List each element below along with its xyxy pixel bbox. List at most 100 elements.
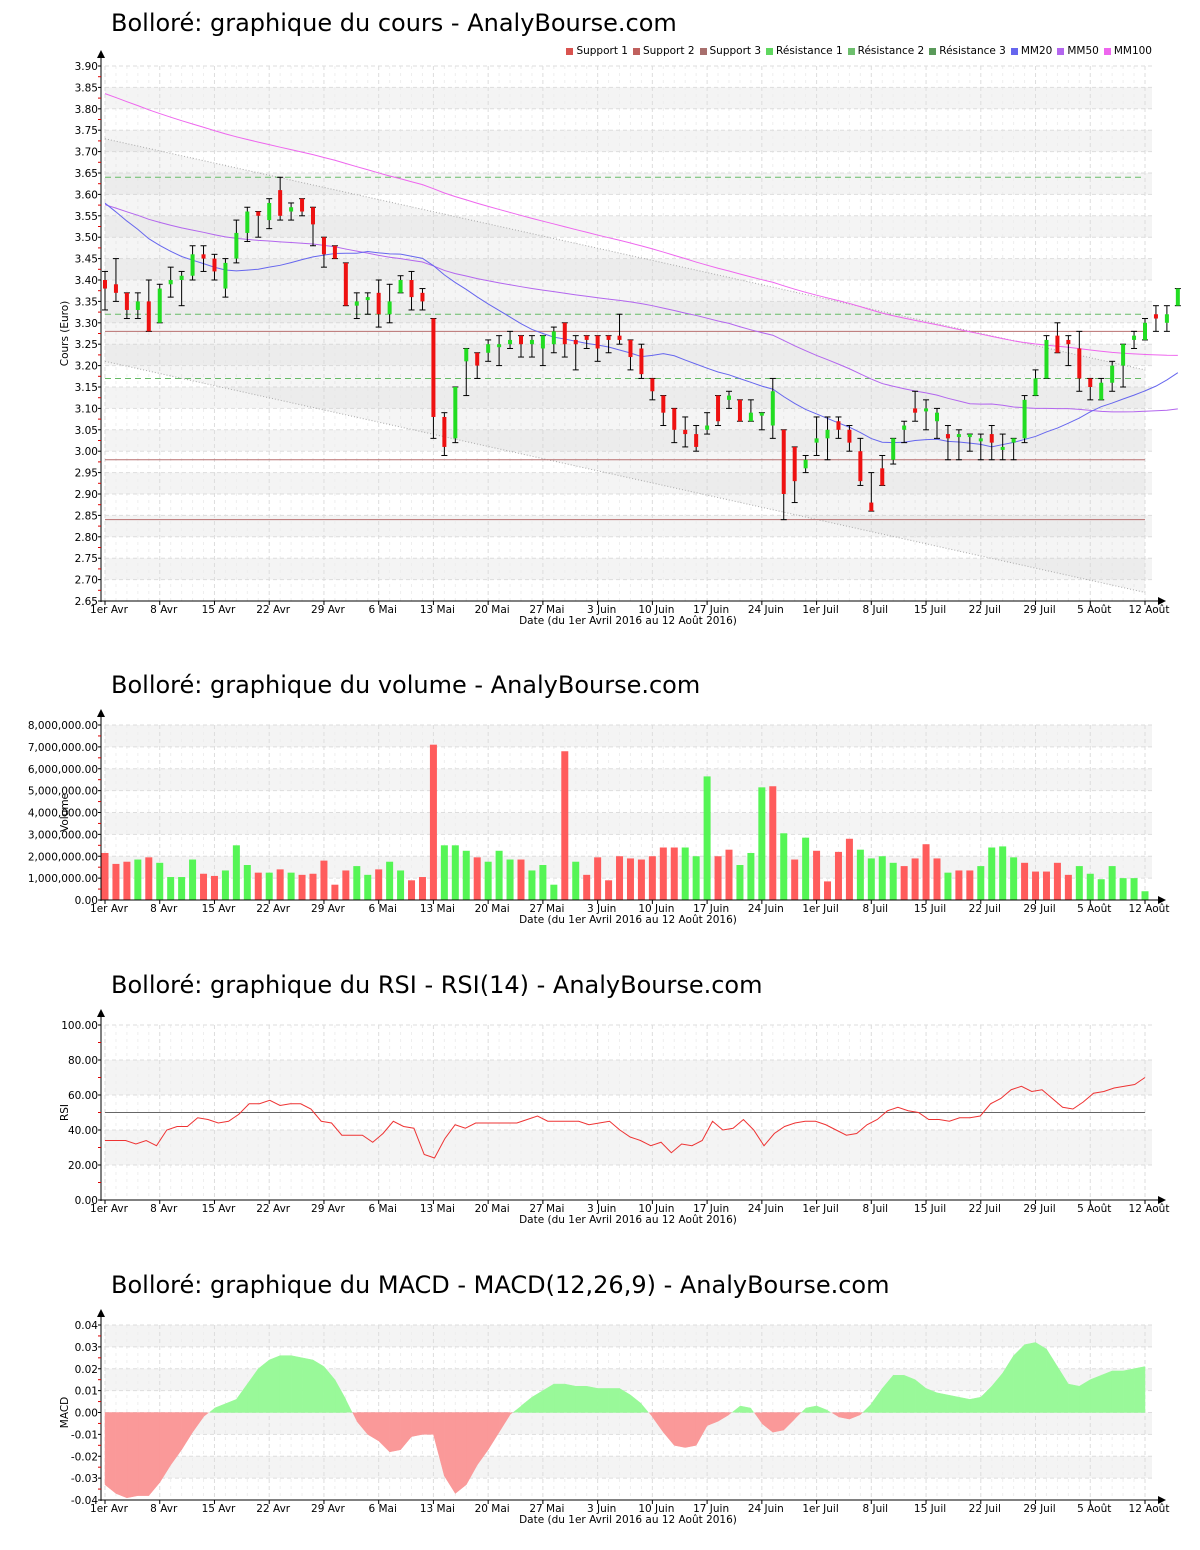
rsi-line — [105, 1077, 1146, 1159]
svg-text:6 Mai: 6 Mai — [368, 1203, 396, 1215]
legend-item: Support 3 — [699, 45, 761, 57]
rsi-plot: 0.00 20.00 40.00 60.00 80.00 100.00 1er Avr 8 A… — [59, 1009, 1169, 1226]
volume-bar — [298, 874, 306, 900]
legend-item: MM20 — [1010, 45, 1052, 57]
svg-text:8 Avr: 8 Avr — [150, 1203, 178, 1215]
price-chart-legend: Support 1 Support 2 Support 3 Résistance 1 R… — [566, 45, 1152, 57]
volume-bar — [681, 847, 689, 900]
svg-text:6 Mai: 6 Mai — [368, 604, 396, 616]
volume-bar — [1042, 871, 1050, 900]
candle — [419, 288, 426, 311]
svg-text:20 Mai: 20 Mai — [475, 1203, 510, 1215]
svg-text:24 Juin: 24 Juin — [748, 1503, 784, 1515]
volume-bar — [440, 845, 448, 900]
svg-text:29 Juil: 29 Juil — [1023, 604, 1055, 616]
svg-text:0.00: 0.00 — [75, 895, 98, 907]
legend-swatch — [929, 47, 937, 55]
candle — [966, 433, 973, 452]
svg-text:1er Juil: 1er Juil — [802, 604, 838, 616]
candle — [605, 335, 612, 354]
candle — [835, 416, 842, 439]
candle — [375, 279, 382, 328]
candle — [857, 437, 864, 486]
volume-bar — [561, 751, 569, 900]
svg-text:29 Avr: 29 Avr — [311, 903, 345, 915]
legend-label: Résistance 1 — [776, 45, 843, 57]
svg-text:3.25: 3.25 — [75, 339, 98, 351]
candle — [496, 335, 503, 367]
candle — [1131, 330, 1138, 349]
legend-label: MM100 — [1113, 45, 1152, 57]
svg-text:RSI: RSI — [59, 1104, 71, 1121]
svg-text:Date (du 1er Avril 2016 au 12: Date (du 1er Avril 2016 au 12 Août 2016) — [519, 1514, 737, 1526]
candle — [813, 416, 820, 456]
candle — [1120, 343, 1127, 388]
candle — [1098, 377, 1105, 401]
volume-bar — [364, 874, 372, 900]
svg-text:-0.04: -0.04 — [71, 1495, 98, 1507]
svg-text:3 Juin: 3 Juin — [587, 1203, 616, 1215]
svg-text:0.03: 0.03 — [75, 1342, 98, 1354]
candle — [934, 407, 940, 439]
volume-bar — [265, 872, 273, 900]
volume-bar — [856, 849, 864, 900]
candle — [868, 472, 875, 512]
candle — [1174, 288, 1181, 307]
candle — [572, 335, 579, 371]
candle — [616, 313, 623, 345]
svg-text:80.00: 80.00 — [68, 1055, 98, 1067]
volume-bar — [1010, 857, 1018, 900]
svg-text:29 Juil: 29 Juil — [1023, 1203, 1055, 1215]
svg-text:2.65: 2.65 — [75, 596, 98, 608]
svg-text:3 Juin: 3 Juin — [587, 1503, 616, 1515]
volume-bar — [517, 859, 525, 900]
legend-label: Résistance 2 — [857, 45, 925, 57]
svg-text:7,000,000.00: 7,000,000.00 — [28, 742, 98, 754]
volume-bar — [320, 860, 328, 900]
volume-bar — [451, 845, 459, 900]
svg-text:3,000,000.00: 3,000,000.00 — [28, 829, 98, 841]
svg-text:3.35: 3.35 — [75, 296, 98, 308]
legend-swatch — [1103, 47, 1111, 55]
svg-text:13 Mai: 13 Mai — [420, 1203, 455, 1215]
svg-text:MACD: MACD — [59, 1397, 71, 1428]
volume-bar — [101, 852, 109, 900]
legend-item: Support 1 — [566, 45, 628, 57]
svg-text:15 Juil: 15 Juil — [914, 1503, 946, 1515]
svg-text:22 Juil: 22 Juil — [969, 1203, 1001, 1215]
volume-bar — [484, 861, 492, 900]
svg-text:3 Juin: 3 Juin — [587, 903, 616, 915]
svg-text:15 Juil: 15 Juil — [914, 604, 946, 616]
svg-text:15 Avr: 15 Avr — [202, 1503, 236, 1515]
svg-text:22 Juil: 22 Juil — [969, 604, 1001, 616]
svg-text:22 Avr: 22 Avr — [256, 604, 290, 616]
candle — [386, 283, 393, 324]
volume-bar — [550, 884, 558, 900]
volume-bar — [331, 884, 339, 900]
volume-bar — [539, 865, 547, 900]
svg-text:15 Juil: 15 Juil — [914, 1203, 946, 1215]
candle — [507, 330, 514, 349]
svg-text:1er Juil: 1er Juil — [802, 903, 838, 915]
svg-text:3 Juin: 3 Juin — [587, 604, 616, 616]
candle — [649, 377, 656, 401]
candle — [200, 245, 207, 272]
svg-text:6 Mai: 6 Mai — [368, 903, 396, 915]
svg-text:3.60: 3.60 — [75, 189, 98, 201]
svg-text:27 Mai: 27 Mai — [529, 1503, 564, 1515]
candle — [944, 425, 951, 461]
candle — [134, 292, 141, 320]
volume-bar — [648, 856, 656, 900]
legend-item: Résistance 2 — [847, 45, 925, 57]
volume-bar — [834, 851, 842, 900]
svg-text:6 Mai: 6 Mai — [368, 1503, 396, 1515]
svg-text:20 Mai: 20 Mai — [475, 903, 510, 915]
candle — [189, 245, 196, 281]
volume-bar — [178, 877, 186, 900]
candle — [780, 429, 787, 521]
candle — [310, 206, 316, 247]
candle — [550, 326, 557, 354]
volume-bar — [922, 844, 930, 900]
svg-text:Cours (Euro): Cours (Euro) — [59, 301, 71, 367]
svg-text:15 Avr: 15 Avr — [202, 903, 236, 915]
